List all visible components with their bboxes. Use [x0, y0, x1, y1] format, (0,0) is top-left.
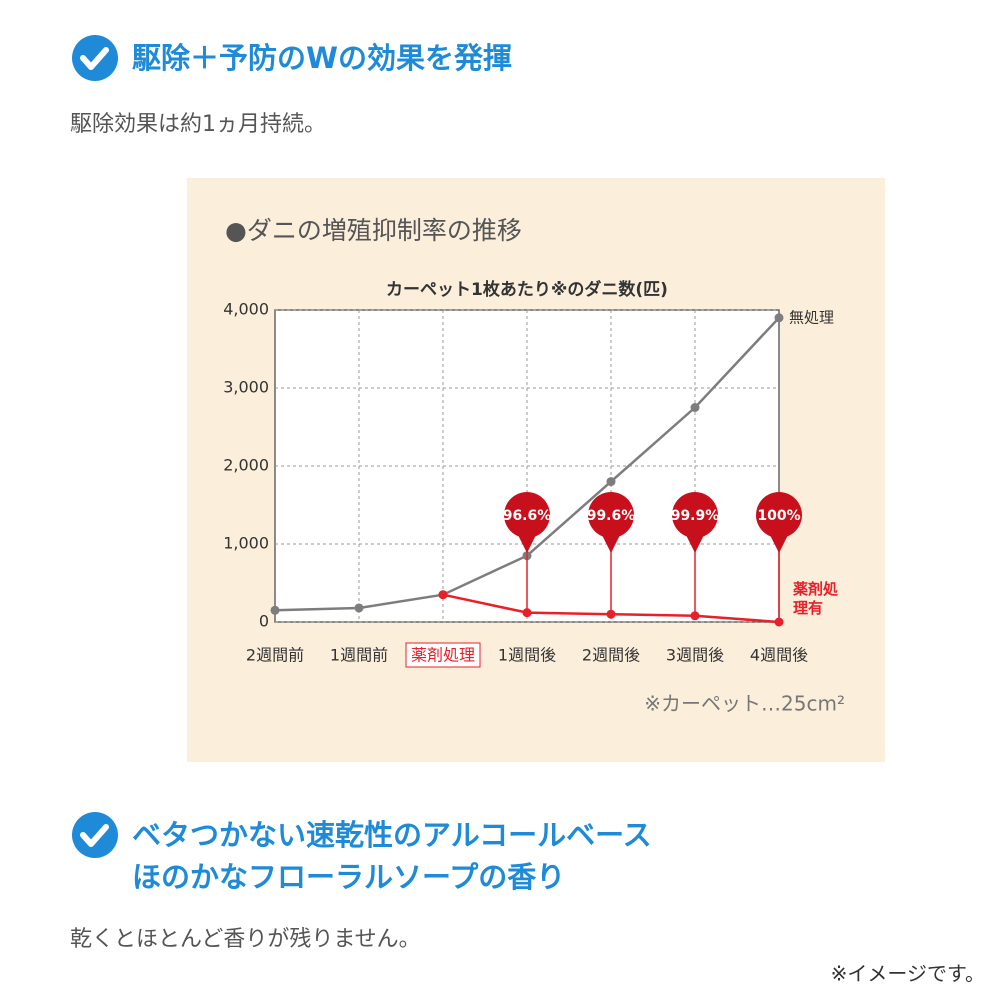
chart-title: ●ダニの増殖抑制率の推移 [225, 216, 522, 245]
x-tick-label: 薬剤処理 [411, 646, 475, 665]
check-icon [72, 35, 118, 81]
y-tick-label: 1,000 [223, 534, 269, 553]
x-tick-label: 4週間後 [750, 646, 808, 665]
x-tick-label: 1週間前 [330, 646, 388, 665]
series-label: 無処理 [789, 308, 834, 326]
y-tick-label: 2,000 [223, 456, 269, 475]
series-label-box: 薬剤処理有 [793, 580, 839, 617]
data-point [774, 313, 784, 323]
heading: ほのかなフローラルソープの香り [132, 860, 565, 894]
heading: 駆除＋予防のWの効果を発揮 [132, 41, 512, 75]
chart-note: ※カーペット…25cm² [644, 692, 845, 716]
data-point [438, 590, 448, 600]
x-tick-label: 2週間後 [582, 646, 640, 665]
heading: ベタつかない速乾性のアルコールベース [132, 818, 652, 852]
series-label: 薬剤処理有 [793, 580, 839, 617]
data-point [270, 605, 280, 615]
y-tick-label: 4,000 [223, 300, 269, 319]
data-point [690, 403, 700, 412]
x-tick-label: 3週間後 [666, 646, 724, 665]
footnote: ※イメージです。 [831, 962, 985, 986]
callout-label: 99.9% [671, 508, 720, 524]
category-box [405, 642, 481, 668]
x-tick-label: 2週間前 [246, 646, 304, 665]
data-point [354, 603, 364, 613]
callout-bubble [504, 492, 550, 538]
data-point [606, 477, 616, 487]
y-tick-label: 3,000 [223, 378, 269, 397]
y-tick-label: 0 [259, 612, 269, 631]
callout-bubble [756, 492, 802, 538]
body-text: 乾くとほとんど香りが残りません。 [70, 927, 421, 952]
check-icon [72, 812, 118, 858]
body-text: 駆除効果は約1ヵ月持続。 [70, 112, 326, 137]
callout-label: 100% [757, 508, 800, 524]
x-tick-label: 1週間後 [498, 646, 556, 665]
y-axis-label: カーペット1枚あたり※のダニ数(匹) [386, 279, 668, 300]
callout-bubble [672, 492, 718, 538]
callout-label: 99.6% [587, 508, 636, 524]
callout-bubble [588, 492, 634, 538]
callout-label: 96.6% [503, 508, 552, 524]
